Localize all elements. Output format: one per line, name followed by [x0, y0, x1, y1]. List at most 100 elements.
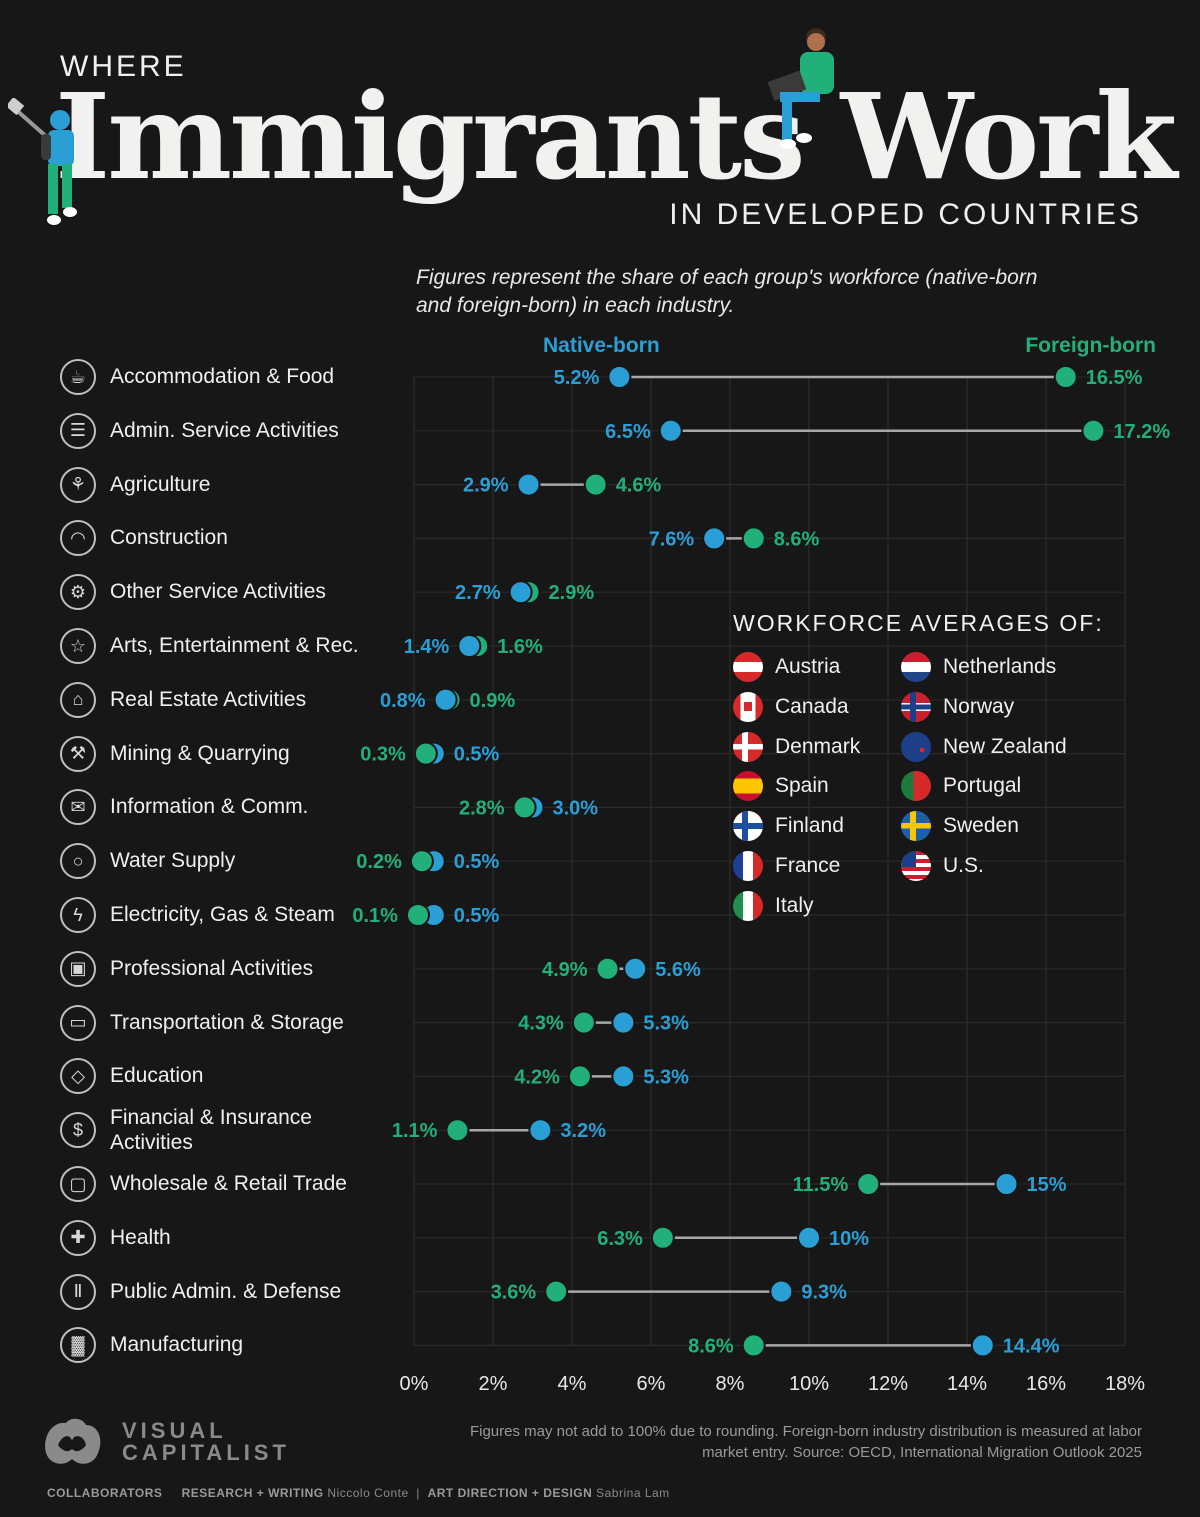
country-name: Italy: [775, 893, 814, 917]
data-label: 0.5%: [454, 851, 500, 873]
category-label: Health: [110, 1225, 171, 1249]
native-born-point: [457, 634, 482, 658]
country-item: Denmark: [733, 731, 860, 762]
legend-native-born: Native-born: [543, 334, 660, 357]
country-item: Finland: [733, 811, 844, 842]
us-flag-icon: [901, 851, 931, 881]
category-label: Real Estate Activities: [110, 687, 307, 711]
country-name: Portugal: [943, 774, 1022, 798]
canada-flag-icon: [733, 691, 763, 722]
category-label: Accommodation & Food: [110, 365, 335, 388]
category-label: Water Supply: [110, 849, 236, 873]
native-born-point: [797, 1225, 821, 1250]
country-item: Sweden: [901, 811, 1019, 842]
data-label: 8.6%: [688, 1335, 734, 1357]
worker-with-laptop-illustration: [767, 28, 834, 149]
factory-icon: ▓: [60, 1327, 96, 1364]
data-label: 5.3%: [643, 1066, 689, 1088]
data-label: 1.6%: [497, 636, 543, 658]
data-label: 4.3%: [518, 1013, 564, 1035]
flag-cross: [910, 691, 916, 722]
category-label: Professional Activities: [110, 956, 314, 980]
category-label: Arts, Entertainment & Rec.: [110, 634, 359, 657]
foreign-born-point: [741, 1333, 766, 1358]
native-born-point: [769, 1279, 794, 1304]
data-label: 2.9%: [463, 475, 509, 497]
foreign-born-point: [571, 1010, 596, 1035]
country-name: Spain: [775, 774, 829, 798]
data-label: 1.1%: [392, 1120, 438, 1142]
category-label: Mining & Quarrying: [110, 741, 290, 765]
chart-description: Figures represent the share of each grou…: [416, 266, 1038, 317]
x-tick-label: 2%: [479, 1373, 508, 1395]
data-label: 2.9%: [549, 582, 595, 604]
country-item: Austria: [733, 652, 840, 682]
foreign-born-point: [445, 1118, 470, 1143]
category-label: Other Service Activities: [110, 580, 326, 604]
country-item: France: [733, 851, 840, 881]
category-label: Construction: [110, 526, 228, 550]
category-label: Financial & Insurance Activities: [110, 1106, 312, 1155]
x-tick-label: 12%: [868, 1373, 908, 1395]
data-label: 7.6%: [649, 528, 695, 550]
x-tick-label: 6%: [637, 1373, 666, 1395]
country-item: Norway: [901, 691, 1014, 722]
category-label: Electricity, Gas & Steam: [110, 903, 335, 926]
norway-flag-icon: [901, 691, 931, 722]
austria-flag-icon: [733, 652, 763, 682]
data-label: 11.5%: [793, 1174, 849, 1196]
country-name: U.S.: [943, 854, 984, 877]
briefcase-icon: ▣: [60, 950, 96, 987]
flag-cross: [910, 811, 916, 842]
page-title: Immigrants Work: [55, 67, 1177, 206]
x-tick-label: 0%: [400, 1373, 429, 1395]
dumbbell-chart: 0% 2% 4% 6% 8% 10% 12% 14% 16% 18% 5.2% 16.5% 6.5% 1…: [352, 365, 1170, 1395]
x-axis-ticks: 0% 2% 4% 6% 8% 10% 12% 14% 16% 18%: [400, 1373, 1146, 1395]
country-name: Finland: [775, 814, 844, 838]
flag-cross: [742, 811, 748, 842]
legend-foreign-born: Foreign-born: [1025, 334, 1156, 357]
category-label: Agriculture: [110, 472, 211, 496]
netherlands-flag-icon: [901, 652, 931, 682]
foreign-born-point: [409, 849, 434, 874]
finland-flag-icon: [733, 811, 763, 842]
foreign-born-point: [595, 956, 620, 981]
flag-cross: [742, 731, 748, 762]
visual-capitalist-logo: [45, 1418, 101, 1464]
plant-icon: ⚘: [60, 466, 96, 503]
country-name: New Zealand: [943, 734, 1067, 758]
foreign-born-point: [583, 472, 608, 497]
page-subtitle: IN DEVELOPED COUNTRIES: [669, 198, 1142, 231]
hardhat-icon: ◠: [60, 520, 96, 557]
country-name: Sweden: [943, 814, 1019, 838]
data-label: 4.6%: [616, 475, 662, 497]
data-label: 10%: [829, 1228, 869, 1250]
data-label: 2.8%: [459, 797, 505, 819]
sweden-flag-icon: [901, 811, 931, 842]
x-tick-label: 18%: [1105, 1373, 1145, 1395]
native-born-point: [970, 1333, 995, 1358]
native-born-point: [611, 1064, 636, 1089]
brand-line-1: VISUAL: [122, 1418, 227, 1443]
country-item: Portugal: [901, 771, 1022, 802]
foreign-born-point: [1053, 365, 1078, 389]
data-label: 6.3%: [597, 1228, 643, 1250]
flag-canton: [901, 851, 916, 867]
chat-icon: ✉: [60, 789, 96, 826]
chart-marks: 5.2% 16.5% 6.5% 17.2% 2.9% 4.6% 7.6% 8.6% 2.7% 2.…: [352, 365, 1170, 1358]
portugal-flag-icon: [901, 771, 931, 802]
native-born-point: [658, 418, 683, 443]
house-icon: ⌂: [60, 681, 96, 718]
data-label: 4.2%: [514, 1066, 560, 1088]
country-name: Netherlands: [943, 655, 1057, 678]
collaborators-label: COLLABORATORS: [47, 1486, 163, 1500]
graduation-cap-icon: ◇: [60, 1058, 96, 1095]
foreign-born-point: [650, 1225, 675, 1250]
star-icon: ☆: [60, 628, 96, 664]
category-label: Manufacturing: [110, 1333, 244, 1357]
country-item: New Zealand: [901, 731, 1067, 762]
source-footnote: Figures may not add to 100% due to round…: [469, 1423, 1142, 1461]
country-item: Spain: [733, 771, 829, 802]
x-tick-label: 16%: [1026, 1373, 1066, 1395]
native-born-point: [508, 580, 533, 605]
